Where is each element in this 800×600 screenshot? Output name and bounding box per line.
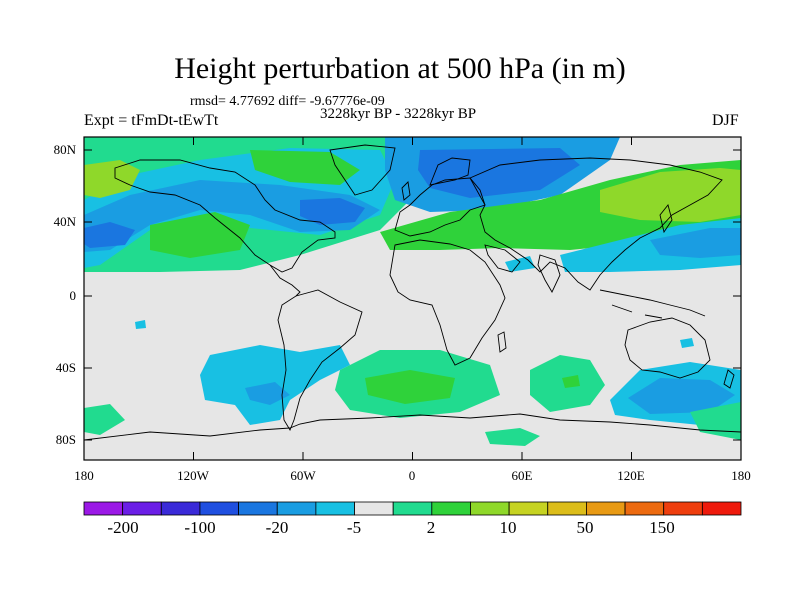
colorbar-box (701, 501, 742, 516)
lat-label-80s: 80S (55, 432, 76, 447)
colorbar-label-10: 10 (499, 518, 517, 537)
stats-subtitle: rmsd= 4.77692 diff= -9.67776e-09 (190, 94, 385, 109)
lat-label-40s: 40S (55, 360, 76, 375)
nh-alaska-yellow-region (84, 160, 140, 198)
colorbar-label-2: 2 (426, 518, 436, 537)
colorbar-box (199, 501, 239, 516)
europe-coast (394, 177, 486, 237)
coastlines (84, 144, 741, 441)
lon-label-180e: 180 (731, 468, 751, 483)
lon-label-180w: 180 (74, 468, 94, 483)
map-ticks (83, 137, 742, 460)
colorbar-box (122, 501, 162, 516)
colorbar-box (238, 501, 278, 516)
south-america-coast (277, 289, 363, 432)
contour-fields (84, 137, 741, 460)
colorbar-box (392, 501, 433, 516)
australia-coast (624, 317, 711, 379)
nh-namerica-deep-blue-region (300, 198, 365, 225)
colorbar-boxes (83, 501, 742, 516)
greenland-coast (329, 144, 396, 196)
japan-coast (659, 204, 673, 234)
antarctica-coast (84, 413, 741, 441)
siberia-yellow-region (600, 168, 741, 222)
nh-pacific-deep-blue-region (84, 222, 135, 248)
colorbar-box (160, 501, 201, 516)
colorbar-box (83, 501, 124, 516)
india-coast (537, 254, 561, 293)
north-america-coast (114, 159, 336, 273)
colorbar-box (586, 501, 626, 516)
colorbar-box (276, 501, 317, 516)
arabia-coast (484, 244, 521, 273)
colorbar-box (663, 501, 703, 516)
colorbar-label-neg200: -200 (107, 518, 139, 537)
lat-label-40n: 40N (53, 214, 76, 229)
nh-pacific-green-patch (150, 212, 250, 258)
lon-label-60w: 60W (290, 468, 316, 483)
lon-label-60e: 60E (511, 468, 533, 483)
lon-label-120w: 120W (177, 468, 209, 483)
colorbar-box (547, 501, 587, 516)
madagascar-coast (497, 331, 507, 353)
sh-pacific-green-west (84, 404, 125, 435)
new-zealand-coast (723, 369, 735, 389)
sh-atlantic-green-core (365, 370, 455, 404)
antarctic-green-patch (485, 428, 540, 446)
colorbar-label-50: 50 (576, 518, 594, 537)
colorbar-box (431, 501, 471, 516)
colorbar-label-neg100: -100 (184, 518, 216, 537)
indonesia-coast (599, 289, 706, 319)
colorbar-label-neg20: -20 (265, 518, 289, 537)
lon-label-0: 0 (408, 468, 416, 483)
sh-pacific-blue-core (245, 382, 290, 405)
colorbar-box (354, 501, 394, 516)
tropical-cyan-dot (680, 338, 694, 348)
colorbar-box (470, 501, 510, 516)
colorbar-box (315, 501, 355, 516)
colorbar-box (508, 501, 549, 516)
period-subtitle: 3228kyr BP - 3228kyr BP (320, 106, 477, 122)
sh-australia-blue-core (628, 378, 735, 414)
lat-label-0: 0 (69, 288, 77, 303)
colorbar-label-neg5: -5 (346, 518, 362, 537)
asia-coast (469, 157, 723, 291)
map-title: Height perturbation at 500 hPa (in m) (174, 52, 626, 85)
season-label: DJF (712, 112, 739, 129)
scandinavia-coast (429, 157, 471, 186)
experiment-label: Expt = tFmDt-tEwTt (84, 112, 219, 129)
tropical-cyan-dot-west (135, 320, 146, 329)
nw-pacific-blue-region (650, 228, 741, 258)
uk-coast (401, 181, 411, 201)
africa-coast (389, 239, 506, 366)
colorbar-label-150: 150 (649, 518, 675, 537)
central-america-coast (269, 264, 301, 297)
nh-pacific-blue-region (84, 180, 380, 252)
sh-indian-green-core (562, 375, 580, 388)
lat-label-80n: 80N (53, 142, 76, 157)
colorbar-box (624, 501, 665, 516)
lon-label-120e: 120E (617, 468, 645, 483)
